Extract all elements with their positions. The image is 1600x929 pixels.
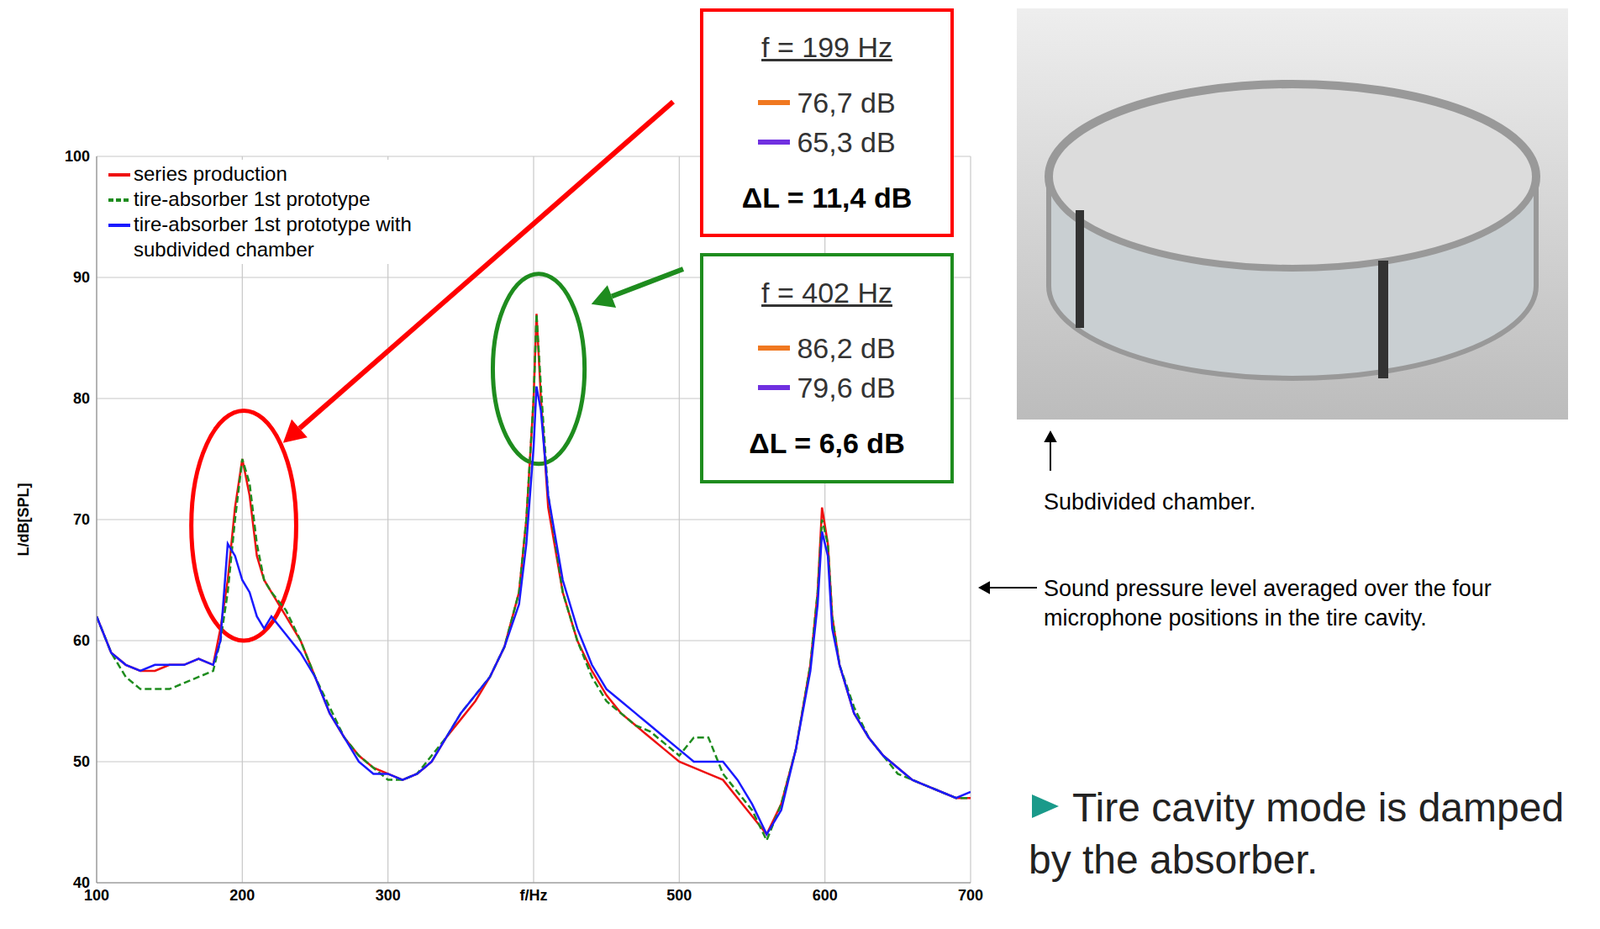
html-text:79,6 dB: 79,6 dB <box>796 371 896 404</box>
svg-text:100: 100 <box>64 147 90 165</box>
svg-text:500: 500 <box>666 886 692 904</box>
html-text:Tire cavity mode is damped by: Tire cavity mode is damped by the absorb… <box>1028 784 1564 882</box>
svg-text:100: 100 <box>84 886 110 904</box>
html-text:65,3 dB: 65,3 dB <box>796 126 896 158</box>
html-text:f = 199 Hz: f = 199 Hz <box>761 31 893 64</box>
svg-text:90: 90 <box>73 268 90 286</box>
html-text:series production: series production <box>133 162 288 185</box>
svg-text:60: 60 <box>73 631 90 649</box>
html-text:f = 402 Hz: f = 402 Hz <box>761 276 893 309</box>
svg-text:700: 700 <box>957 886 984 904</box>
svg-text:50: 50 <box>73 752 90 770</box>
html-text:tire-absorber 1st prototype: tire-absorber 1st prototype <box>133 187 371 211</box>
html-text:76,7 dB: 76,7 dB <box>796 86 896 119</box>
html-text:Sound pressure level averaged: Sound pressure level averaged over the f… <box>1043 575 1492 631</box>
html-text:86,2 dB: 86,2 dB <box>796 331 896 364</box>
html-text:tire-absorber 1st prototype wi: tire-absorber 1st prototype with subdivi… <box>133 212 412 261</box>
html-text:ΔL = 11,4 dB: ΔL = 11,4 dB <box>741 181 912 214</box>
svg-text:L/dB[SPL]: L/dB[SPL] <box>15 483 32 557</box>
html-text:Subdivided chamber.: Subdivided chamber. <box>1043 489 1256 515</box>
svg-text:70: 70 <box>73 510 90 528</box>
svg-text:600: 600 <box>812 886 838 904</box>
svg-text:40: 40 <box>73 873 90 891</box>
html-text:ΔL = 6,6 dB: ΔL = 6,6 dB <box>748 427 905 460</box>
svg-text:300: 300 <box>375 886 401 904</box>
svg-text:80: 80 <box>73 389 90 407</box>
svg-text:200: 200 <box>229 886 255 904</box>
svg-text:f/Hz: f/Hz <box>520 886 548 904</box>
